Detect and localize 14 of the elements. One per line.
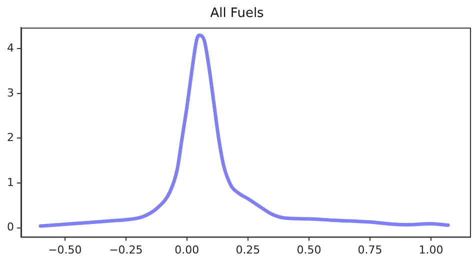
line-series xyxy=(38,33,450,228)
x-tick-label: 0.25 xyxy=(236,243,260,256)
x-tick-label: 0.75 xyxy=(358,243,382,256)
y-tick-label: 1 xyxy=(7,176,14,189)
chart-title: All Fuels xyxy=(210,6,264,22)
x-tick-label: 1.00 xyxy=(418,243,444,256)
x-tick-label: 0.50 xyxy=(296,243,322,256)
y-tick-label: 4 xyxy=(7,42,14,55)
y-tick-label: 0 xyxy=(7,220,14,234)
y-tick-label: 3 xyxy=(7,86,14,100)
x-tick-label: 0.00 xyxy=(174,243,200,256)
x-tick-label: −0.25 xyxy=(109,243,143,256)
y-tick-label: 2 xyxy=(7,131,14,144)
x-tick-label: −0.50 xyxy=(48,243,82,256)
